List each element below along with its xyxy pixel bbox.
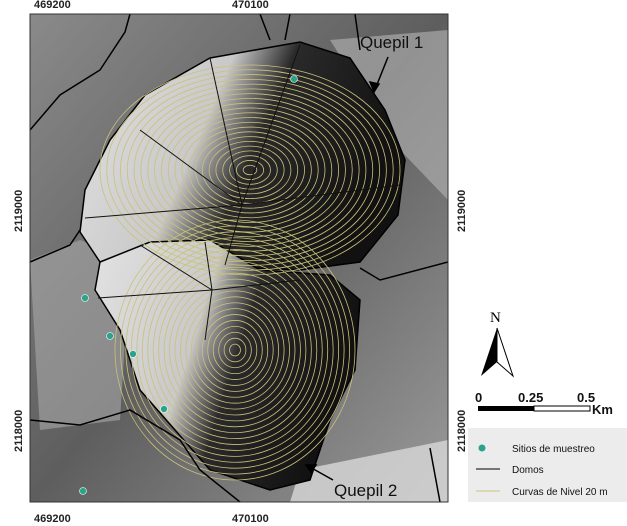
legend-label: Domos	[512, 465, 544, 476]
y-coord-label: 2119000	[456, 190, 468, 232]
north-label: N	[490, 310, 501, 326]
x-coord-label: 469200	[34, 513, 71, 525]
x-coord-label: 470100	[232, 0, 269, 11]
y-coord-label: 2119000	[13, 190, 25, 232]
page: Quepil 1 Quepil 2 469200 470100 469200 4…	[0, 0, 627, 526]
legend-symbol	[479, 445, 486, 452]
scale-label: 0.25	[518, 390, 543, 405]
y-coord-label: 2118000	[13, 410, 25, 452]
map-figure: Quepil 1 Quepil 2 469200 470100 469200 4…	[0, 0, 627, 526]
x-coord-label: 470100	[232, 513, 269, 525]
map-area: Quepil 1 Quepil 2	[30, 14, 448, 502]
scale-unit: Km	[592, 402, 613, 417]
scale-label: 0	[475, 390, 482, 405]
x-coord-label: 469200	[34, 0, 71, 11]
north-arrow	[481, 328, 497, 376]
legend-label: Sitios de muestreo	[512, 444, 595, 455]
annotation: Quepil 1	[360, 33, 423, 52]
y-coord-label: 2118000	[456, 410, 468, 452]
scale-bar	[534, 406, 590, 411]
legend-label: Curvas de Nivel 20 m	[512, 487, 608, 498]
annotation: Quepil 2	[334, 481, 397, 500]
north-arrow	[497, 328, 513, 376]
scale-bar	[478, 406, 534, 411]
